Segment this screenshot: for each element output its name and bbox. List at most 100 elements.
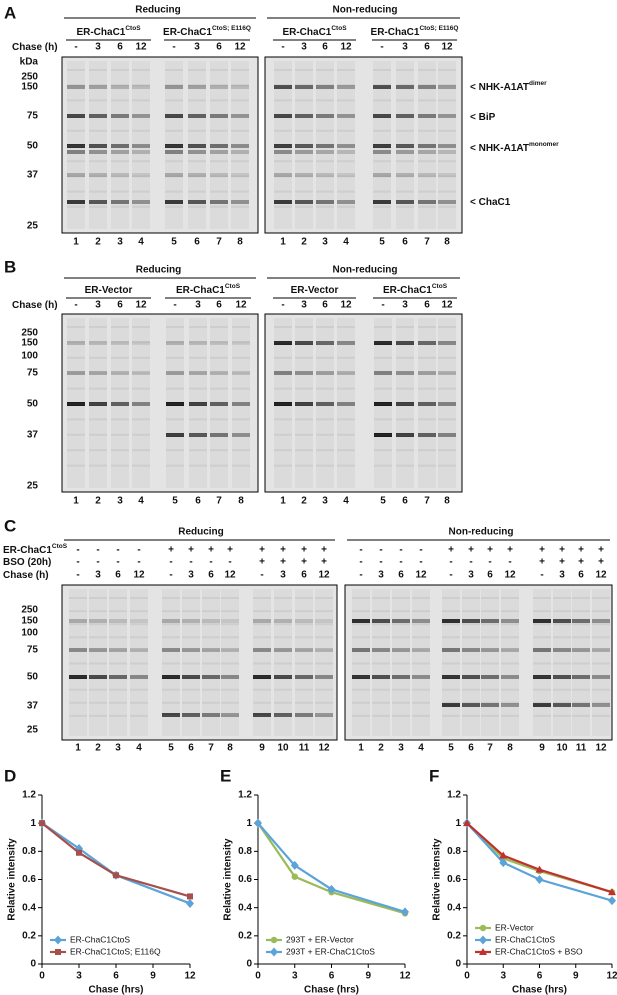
gel-faint-band xyxy=(89,714,107,717)
gel-band xyxy=(210,173,228,177)
x-tick-label: 6 xyxy=(113,971,119,982)
gel-faint-band xyxy=(316,114,334,117)
gel-faint-band xyxy=(210,356,228,359)
gel-faint-band xyxy=(373,69,391,71)
gel-faint-band xyxy=(442,636,460,639)
gel-band xyxy=(111,371,129,375)
gel-faint-band xyxy=(166,326,184,328)
gel-faint-band xyxy=(316,372,334,375)
row-value: 6 xyxy=(117,300,123,311)
gel-faint-band xyxy=(132,403,150,405)
gel-faint-band xyxy=(418,114,436,117)
gel-faint-band xyxy=(69,701,87,704)
row-value: + xyxy=(598,545,604,556)
gel-faint-band xyxy=(189,387,207,390)
x-tick-label: 6 xyxy=(329,971,335,982)
gel-faint-band xyxy=(274,433,292,436)
row-value: + xyxy=(301,557,307,568)
gel-faint-band xyxy=(231,129,249,132)
row-value: - xyxy=(419,557,422,568)
gel-band xyxy=(182,713,200,717)
gel-band xyxy=(316,341,334,345)
gel-band xyxy=(533,675,551,679)
gel-lane xyxy=(69,589,87,736)
row-value: - xyxy=(359,545,362,556)
row-value: 12 xyxy=(135,300,147,311)
gel-faint-band xyxy=(316,190,334,193)
gel-lane xyxy=(337,61,355,229)
gel-band xyxy=(501,675,519,679)
gel-band xyxy=(162,713,180,717)
legend-label: ER-ChaC1CtoS xyxy=(495,934,555,944)
row-value: - xyxy=(209,557,212,568)
legend-label: 293T + ER-ChaC1CtoS xyxy=(286,946,375,956)
gel-faint-band xyxy=(274,464,292,467)
row-value: - xyxy=(228,557,231,568)
gel-band xyxy=(412,675,430,679)
gel-faint-band xyxy=(221,714,239,717)
gel-faint-band xyxy=(412,701,430,704)
gel-faint-band xyxy=(337,99,355,102)
gel-band xyxy=(501,648,519,652)
gel-band xyxy=(438,114,456,118)
gel-lane xyxy=(392,589,410,736)
gel-faint-band xyxy=(188,160,206,163)
gel-faint-band xyxy=(418,433,436,436)
gel-faint-band xyxy=(392,714,410,717)
gel-lane xyxy=(162,589,180,736)
row-value: 6 xyxy=(115,570,121,581)
gel-band xyxy=(189,402,207,406)
gel-faint-band xyxy=(438,114,456,117)
gel-faint-band xyxy=(182,688,200,691)
gel-faint-band xyxy=(592,649,610,652)
gel-band xyxy=(418,150,436,154)
gel-band xyxy=(221,619,239,623)
gel-faint-band xyxy=(111,356,129,359)
gel-faint-band xyxy=(111,145,129,147)
lane-number: 8 xyxy=(444,496,450,507)
gel-faint-band xyxy=(188,205,206,208)
lane-number: 3 xyxy=(115,743,121,754)
gel-faint-band xyxy=(162,675,180,678)
gel-faint-band xyxy=(438,418,456,421)
row-value: - xyxy=(419,545,422,556)
gel-band xyxy=(132,200,150,204)
panel-letter: B xyxy=(4,257,16,276)
gel-faint-band xyxy=(232,372,250,375)
gel-faint-band xyxy=(295,69,313,71)
gel-faint-band xyxy=(231,99,249,102)
gel-faint-band xyxy=(210,418,228,421)
gel-lane xyxy=(132,61,150,229)
gel-band xyxy=(165,144,183,148)
gel-band xyxy=(295,85,313,89)
kda-marker: 25 xyxy=(27,221,39,232)
data-marker xyxy=(76,849,82,856)
gel-faint-band xyxy=(442,688,460,691)
gel-band xyxy=(501,619,519,623)
lane-number: 2 xyxy=(95,496,101,507)
gel-faint-band xyxy=(295,418,313,421)
lane-number: 7 xyxy=(216,237,222,248)
row-value: 3 xyxy=(402,42,408,53)
gel-faint-band xyxy=(67,190,85,193)
data-marker xyxy=(186,898,194,908)
gel-faint-band xyxy=(533,675,551,678)
gel-band xyxy=(373,173,391,177)
data-marker xyxy=(187,893,193,900)
row-value: 12 xyxy=(504,570,516,581)
gel-faint-band xyxy=(533,701,551,704)
gel-faint-band xyxy=(165,69,183,71)
row-value: - xyxy=(379,557,382,568)
row-value: + xyxy=(539,557,545,568)
gel-faint-band xyxy=(274,99,292,102)
y-tick-label: 0.2 xyxy=(22,930,36,941)
gel-faint-band xyxy=(315,623,333,626)
y-tick-label: 0.4 xyxy=(447,902,461,913)
gel-faint-band xyxy=(221,610,239,613)
gel-band xyxy=(89,371,107,375)
gel-faint-band xyxy=(274,129,292,132)
y-tick-label: 1.2 xyxy=(22,790,36,801)
row-value: - xyxy=(76,570,79,581)
lane-number: 9 xyxy=(259,743,265,754)
gel-faint-band xyxy=(396,403,414,405)
